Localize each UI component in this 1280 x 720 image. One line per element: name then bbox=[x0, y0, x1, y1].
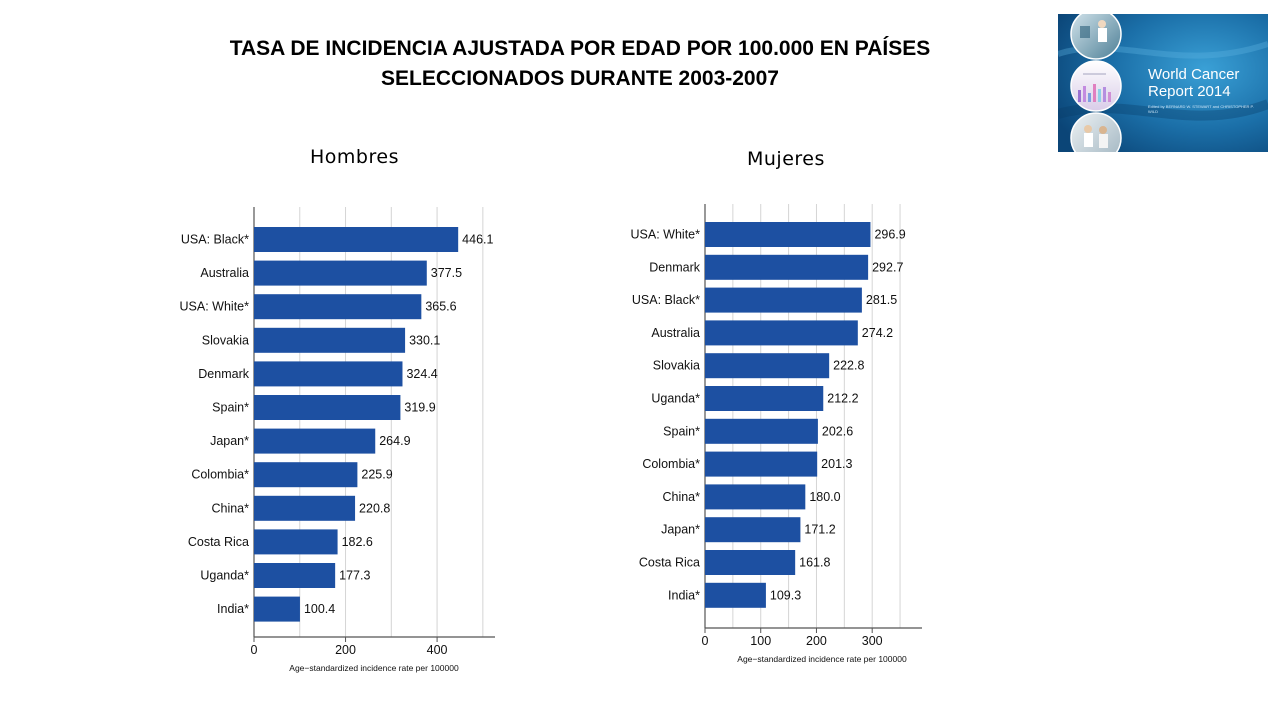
category-label: Japan* bbox=[661, 523, 700, 537]
world-cancer-report-cover: World Cancer Report 2014 Edited by BERNA… bbox=[1058, 14, 1268, 152]
x-axis-label: Age−standardized incidence rate per 1000… bbox=[737, 654, 907, 664]
value-label: 161.8 bbox=[799, 556, 830, 570]
category-label: China* bbox=[211, 501, 249, 515]
bar bbox=[705, 222, 871, 247]
bar bbox=[705, 517, 801, 543]
category-label: USA: Black* bbox=[632, 293, 700, 307]
category-label: Denmark bbox=[198, 367, 249, 381]
x-tick-label: 300 bbox=[862, 634, 883, 648]
category-label: India* bbox=[668, 588, 700, 602]
category-label: Australia bbox=[651, 326, 700, 340]
category-label: Australia bbox=[200, 266, 249, 280]
bar bbox=[705, 353, 830, 379]
value-label: 100.4 bbox=[304, 602, 335, 616]
value-label: 377.5 bbox=[431, 266, 462, 280]
bar bbox=[254, 395, 401, 420]
category-label: Colombia* bbox=[642, 457, 700, 471]
bar bbox=[705, 320, 858, 346]
value-label: 225.9 bbox=[361, 468, 392, 482]
bar bbox=[705, 550, 796, 575]
value-label: 182.6 bbox=[342, 535, 373, 549]
bar bbox=[254, 529, 338, 555]
x-tick-label: 0 bbox=[702, 634, 709, 648]
cover-photo-lab-icon bbox=[1070, 14, 1122, 60]
value-label: 264.9 bbox=[379, 434, 410, 448]
category-label: Uganda* bbox=[651, 392, 700, 406]
bar bbox=[254, 428, 376, 454]
bar bbox=[254, 462, 358, 488]
bar bbox=[705, 254, 869, 280]
category-label: Costa Rica bbox=[188, 535, 249, 549]
category-label: Slovakia bbox=[202, 333, 249, 347]
value-label: 109.3 bbox=[770, 588, 801, 602]
value-label: 274.2 bbox=[862, 326, 893, 340]
value-label: 201.3 bbox=[821, 457, 852, 471]
x-axis-label: Age−standardized incidence rate per 1000… bbox=[289, 663, 459, 673]
category-label: Costa Rica bbox=[639, 556, 700, 570]
bar bbox=[254, 495, 356, 521]
value-label: 281.5 bbox=[866, 293, 897, 307]
category-label: India* bbox=[217, 602, 249, 616]
category-label: USA: White* bbox=[180, 300, 250, 314]
bar bbox=[705, 582, 766, 608]
value-label: 212.2 bbox=[827, 392, 858, 406]
category-label: Uganda* bbox=[200, 569, 249, 583]
bar bbox=[254, 294, 422, 320]
value-label: 324.4 bbox=[406, 367, 437, 381]
value-label: 319.9 bbox=[404, 401, 435, 415]
value-label: 330.1 bbox=[409, 333, 440, 347]
cover-title-line2: Report 2014 bbox=[1148, 83, 1231, 100]
category-label: Slovakia bbox=[653, 359, 700, 373]
category-label: Denmark bbox=[649, 260, 700, 274]
value-label: 202.6 bbox=[822, 424, 853, 438]
x-tick-label: 200 bbox=[806, 634, 827, 648]
bar bbox=[254, 563, 336, 588]
bar bbox=[254, 361, 403, 387]
slide-title-line2: SELECCIONADOS DURANTE 2003-2007 bbox=[381, 67, 779, 90]
bar bbox=[254, 596, 300, 622]
cover-title: World Cancer Report 2014 bbox=[1148, 66, 1239, 100]
value-label: 292.7 bbox=[872, 260, 903, 274]
bar bbox=[254, 327, 406, 353]
bar bbox=[705, 418, 818, 444]
bar bbox=[705, 484, 806, 510]
category-label: Spain* bbox=[663, 424, 700, 438]
value-label: 365.6 bbox=[425, 300, 456, 314]
value-label: 446.1 bbox=[462, 233, 493, 247]
category-label: USA: White* bbox=[631, 228, 701, 242]
x-tick-label: 0 bbox=[251, 643, 258, 657]
cover-title-line1: World Cancer bbox=[1148, 66, 1240, 83]
value-label: 220.8 bbox=[359, 501, 390, 515]
cover-editors: Edited by BERNARD W. STEWART and CHRISTO… bbox=[1148, 104, 1254, 114]
men-panel-label: Hombres bbox=[310, 146, 399, 168]
bar bbox=[254, 260, 427, 286]
value-label: 171.2 bbox=[804, 523, 835, 537]
value-label: 222.8 bbox=[833, 359, 864, 373]
category-label: China* bbox=[662, 490, 700, 504]
category-label: Japan* bbox=[210, 434, 249, 448]
bar bbox=[705, 386, 824, 411]
cover-artwork bbox=[1058, 14, 1268, 152]
value-label: 177.3 bbox=[339, 569, 370, 583]
slide-title-line1: TASA DE INCIDENCIA AJUSTADA POR EDAD POR… bbox=[229, 37, 931, 60]
value-label: 180.0 bbox=[809, 490, 840, 504]
slide-title: TASA DE INCIDENCIA AJUSTADA POR EDAD POR… bbox=[150, 34, 1010, 94]
x-tick-label: 100 bbox=[750, 634, 771, 648]
x-tick-label: 400 bbox=[427, 643, 448, 657]
cover-photo-scientists-icon bbox=[1070, 112, 1122, 152]
bar bbox=[254, 227, 459, 252]
category-label: Spain* bbox=[212, 401, 249, 415]
bar bbox=[705, 451, 818, 477]
category-label: Colombia* bbox=[191, 468, 249, 482]
bar bbox=[705, 287, 862, 313]
value-label: 296.9 bbox=[874, 228, 905, 242]
women-panel-label: Mujeres bbox=[747, 148, 825, 170]
category-label: USA: Black* bbox=[181, 233, 249, 247]
x-tick-label: 200 bbox=[335, 643, 356, 657]
